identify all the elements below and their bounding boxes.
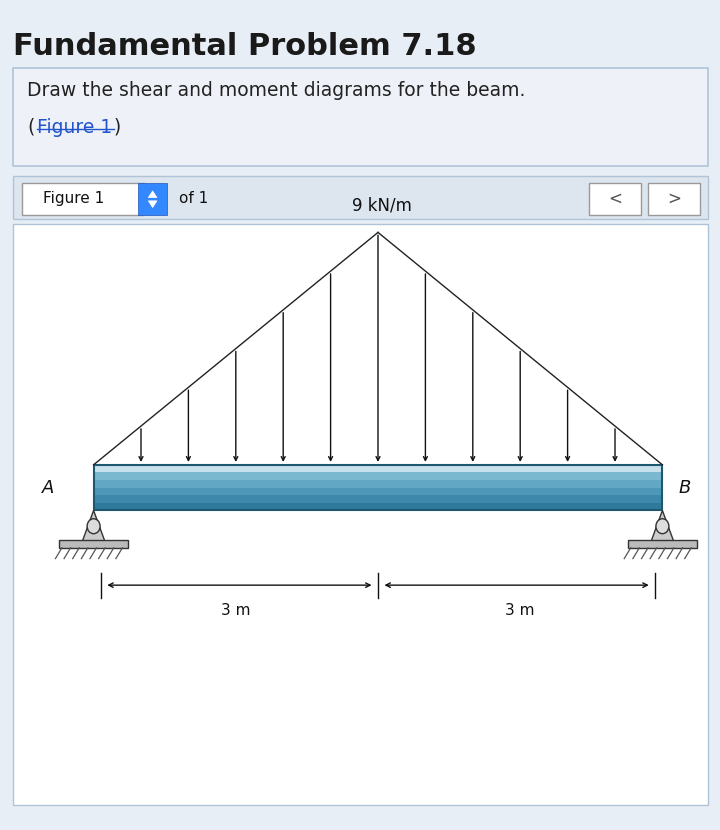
Text: (: ( (27, 118, 35, 137)
Circle shape (656, 519, 669, 534)
Polygon shape (651, 510, 674, 542)
Bar (94, 465, 662, 473)
Text: ): ) (114, 118, 121, 137)
Bar (628, 540, 697, 548)
Text: 3 m: 3 m (221, 603, 251, 618)
Circle shape (87, 519, 100, 534)
FancyBboxPatch shape (589, 183, 641, 215)
FancyBboxPatch shape (13, 68, 708, 166)
Text: 9 kN/m: 9 kN/m (351, 196, 412, 214)
Text: Draw the shear and moment diagrams for the beam.: Draw the shear and moment diagrams for t… (27, 81, 526, 100)
Polygon shape (148, 191, 157, 198)
Bar (94, 487, 662, 496)
Bar (94, 472, 662, 481)
Bar (59, 540, 128, 548)
FancyBboxPatch shape (13, 224, 708, 805)
Text: <: < (608, 189, 622, 208)
FancyBboxPatch shape (13, 176, 708, 219)
Text: Fundamental Problem 7.18: Fundamental Problem 7.18 (13, 32, 477, 61)
Text: B: B (678, 479, 690, 496)
Bar (94, 496, 662, 504)
Text: >: > (667, 189, 681, 208)
Polygon shape (148, 201, 157, 208)
Text: of 1: of 1 (179, 191, 208, 206)
Bar (94, 503, 662, 511)
Text: Figure 1: Figure 1 (37, 118, 113, 137)
Text: A: A (42, 479, 54, 496)
Bar (94, 480, 662, 488)
FancyBboxPatch shape (138, 183, 167, 215)
FancyBboxPatch shape (22, 183, 144, 215)
Text: Figure 1: Figure 1 (43, 191, 104, 206)
Bar (94, 465, 662, 510)
Bar (94, 465, 662, 472)
Text: 3 m: 3 m (505, 603, 535, 618)
FancyBboxPatch shape (648, 183, 700, 215)
Polygon shape (82, 510, 105, 542)
